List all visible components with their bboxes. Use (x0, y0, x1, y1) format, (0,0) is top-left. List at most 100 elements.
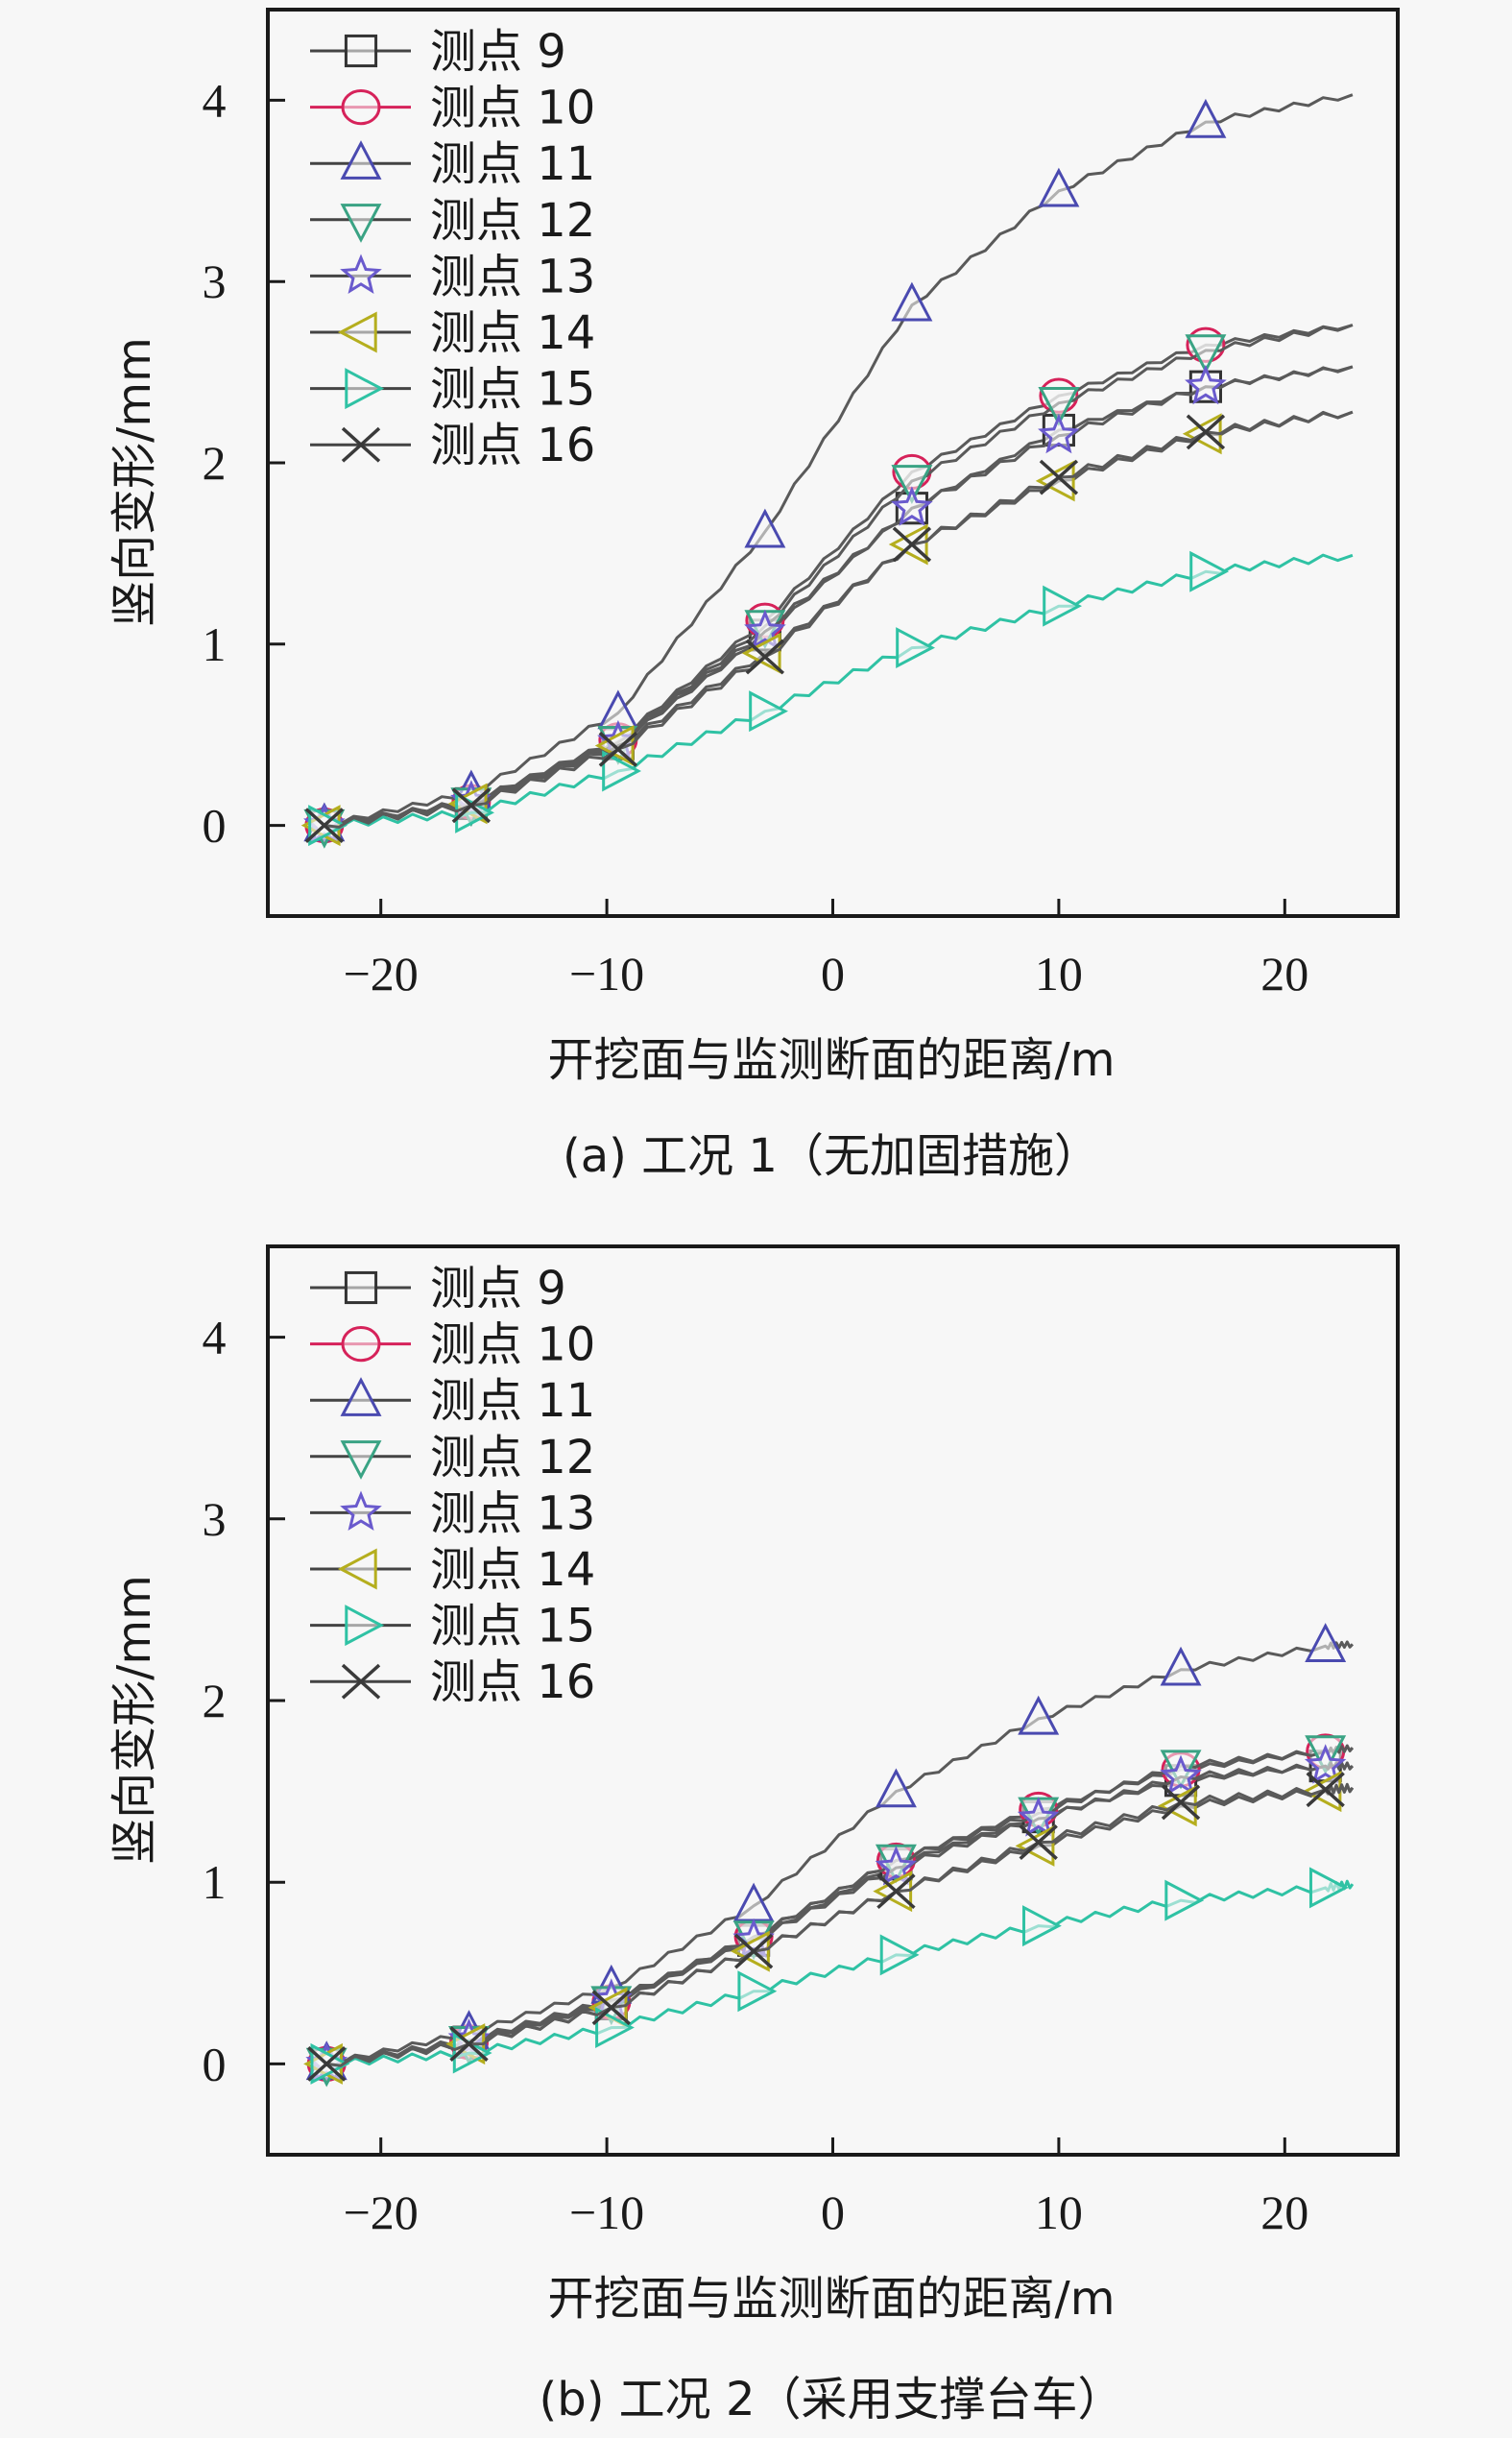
triangle-right-marker (1043, 585, 1083, 627)
legend-label: 测点 15 (430, 363, 595, 417)
legend-item: 测点 9 (310, 25, 566, 79)
x-marker (1161, 1784, 1201, 1821)
x-marker (1186, 414, 1226, 450)
legend-label: 测点 11 (430, 137, 595, 191)
star-marker (1017, 1797, 1060, 1837)
star-marker (891, 486, 933, 526)
curves (300, 93, 1354, 849)
x-marker (892, 526, 932, 563)
triangle-down-marker (340, 1440, 382, 1480)
legend-label: 测点 16 (430, 419, 595, 472)
series-测点-14 (300, 410, 1354, 847)
x-tick-label: 0 (821, 2185, 845, 2239)
x-tick-label: 20 (1260, 947, 1308, 1001)
x-marker (449, 2026, 489, 2062)
y-tick-label: 4 (203, 73, 227, 127)
circle-marker (341, 1326, 381, 1363)
axes: −20 −10 0 10 20 0 1 2 3 4 (203, 1311, 1309, 2239)
series-line (326, 1761, 1355, 2066)
x-tick-label: −10 (569, 947, 644, 1001)
legend-item: 测点 10 (310, 82, 595, 135)
square-marker (344, 1270, 378, 1305)
triangle-down-marker (1038, 386, 1080, 426)
triangle-up-marker (1018, 1695, 1060, 1735)
legend-label: 测点 15 (430, 1600, 595, 1653)
star-marker (875, 1846, 918, 1886)
legend-item: 测点 16 (310, 1655, 595, 1709)
triangle-right-marker (345, 368, 385, 410)
legend-item: 测点 11 (310, 137, 595, 191)
triangle-left-marker (730, 1930, 770, 1972)
x-marker (733, 1933, 774, 1969)
triangle-up-marker (1305, 1623, 1347, 1662)
triangle-up-marker (1160, 1646, 1202, 1686)
triangle-down-marker (340, 204, 382, 243)
series-line (324, 410, 1354, 829)
x-marker (307, 2045, 347, 2082)
legend-item: 测点 11 (310, 1374, 595, 1428)
triangle-right-marker (896, 627, 936, 669)
curves (303, 1623, 1355, 2088)
series-line (326, 1744, 1355, 2066)
series-line (326, 1782, 1355, 2067)
series-测点-15 (308, 550, 1354, 847)
series-line (326, 1762, 1354, 2065)
star-marker (1160, 1754, 1202, 1795)
star-marker (1038, 413, 1080, 454)
series-测点-11 (303, 93, 1354, 842)
series-line (324, 93, 1354, 828)
series-line (324, 365, 1354, 828)
triangle-up-marker (340, 140, 382, 180)
legend-label: 测点 10 (430, 1318, 595, 1372)
x-marker (591, 1990, 631, 2026)
y-axis-label: 竖向变形/mm (108, 337, 161, 627)
y-tick-label: 2 (203, 436, 227, 490)
x-marker (1039, 459, 1079, 495)
square-marker (344, 34, 378, 68)
triangle-right-marker (602, 750, 641, 792)
circle-marker (341, 89, 381, 126)
x-tick-label: 10 (1035, 2185, 1083, 2239)
star-marker (340, 1490, 382, 1531)
x-tick-label: 0 (821, 947, 845, 1001)
legend-label: 测点 9 (430, 25, 566, 79)
legend-item: 测点 15 (310, 363, 595, 417)
triangle-up-marker (340, 1377, 382, 1416)
legend-item: 测点 10 (310, 1318, 595, 1372)
y-tick-label: 3 (203, 1492, 227, 1546)
legend-item: 测点 14 (310, 1543, 595, 1597)
legend-item: 测点 12 (310, 194, 595, 248)
triangle-right-marker (1164, 1879, 1205, 1921)
triangle-up-marker (875, 1768, 917, 1808)
series-测点-14 (303, 1771, 1355, 2085)
y-tick-label: 2 (203, 1674, 227, 1727)
triangle-right-marker (595, 2007, 635, 2049)
x-marker (1019, 1824, 1058, 1860)
x-tick-label: −20 (344, 2185, 419, 2239)
x-axis-label: 开挖面与监测断面的距离/m (548, 1033, 1116, 1087)
y-tick-label: 1 (203, 617, 227, 671)
star-marker (340, 253, 382, 294)
legend-label: 测点 10 (430, 82, 595, 135)
y-tick-label: 0 (203, 799, 227, 853)
series-line (324, 410, 1354, 829)
legend-item: 测点 12 (310, 1431, 595, 1485)
y-axis-label: 竖向变形/mm (108, 1575, 161, 1865)
legend-item: 测点 9 (310, 1262, 566, 1316)
series-测点-15 (310, 1867, 1355, 2085)
series-测点-16 (304, 410, 1354, 844)
y-tick-label: 4 (203, 1311, 227, 1364)
panel-caption: (a) 工况 1（无加固措施） (563, 1129, 1100, 1183)
x-marker (876, 1873, 916, 1910)
triangle-right-marker (749, 690, 789, 733)
triangle-up-marker (891, 281, 933, 322)
axes: −20 −10 0 10 20 0 1 2 3 4 (203, 73, 1309, 1001)
series-测点-16 (307, 1772, 1355, 2082)
triangle-right-marker (1022, 1905, 1062, 1947)
x-marker (1306, 1772, 1345, 1808)
legend-label: 测点 16 (430, 1655, 595, 1709)
